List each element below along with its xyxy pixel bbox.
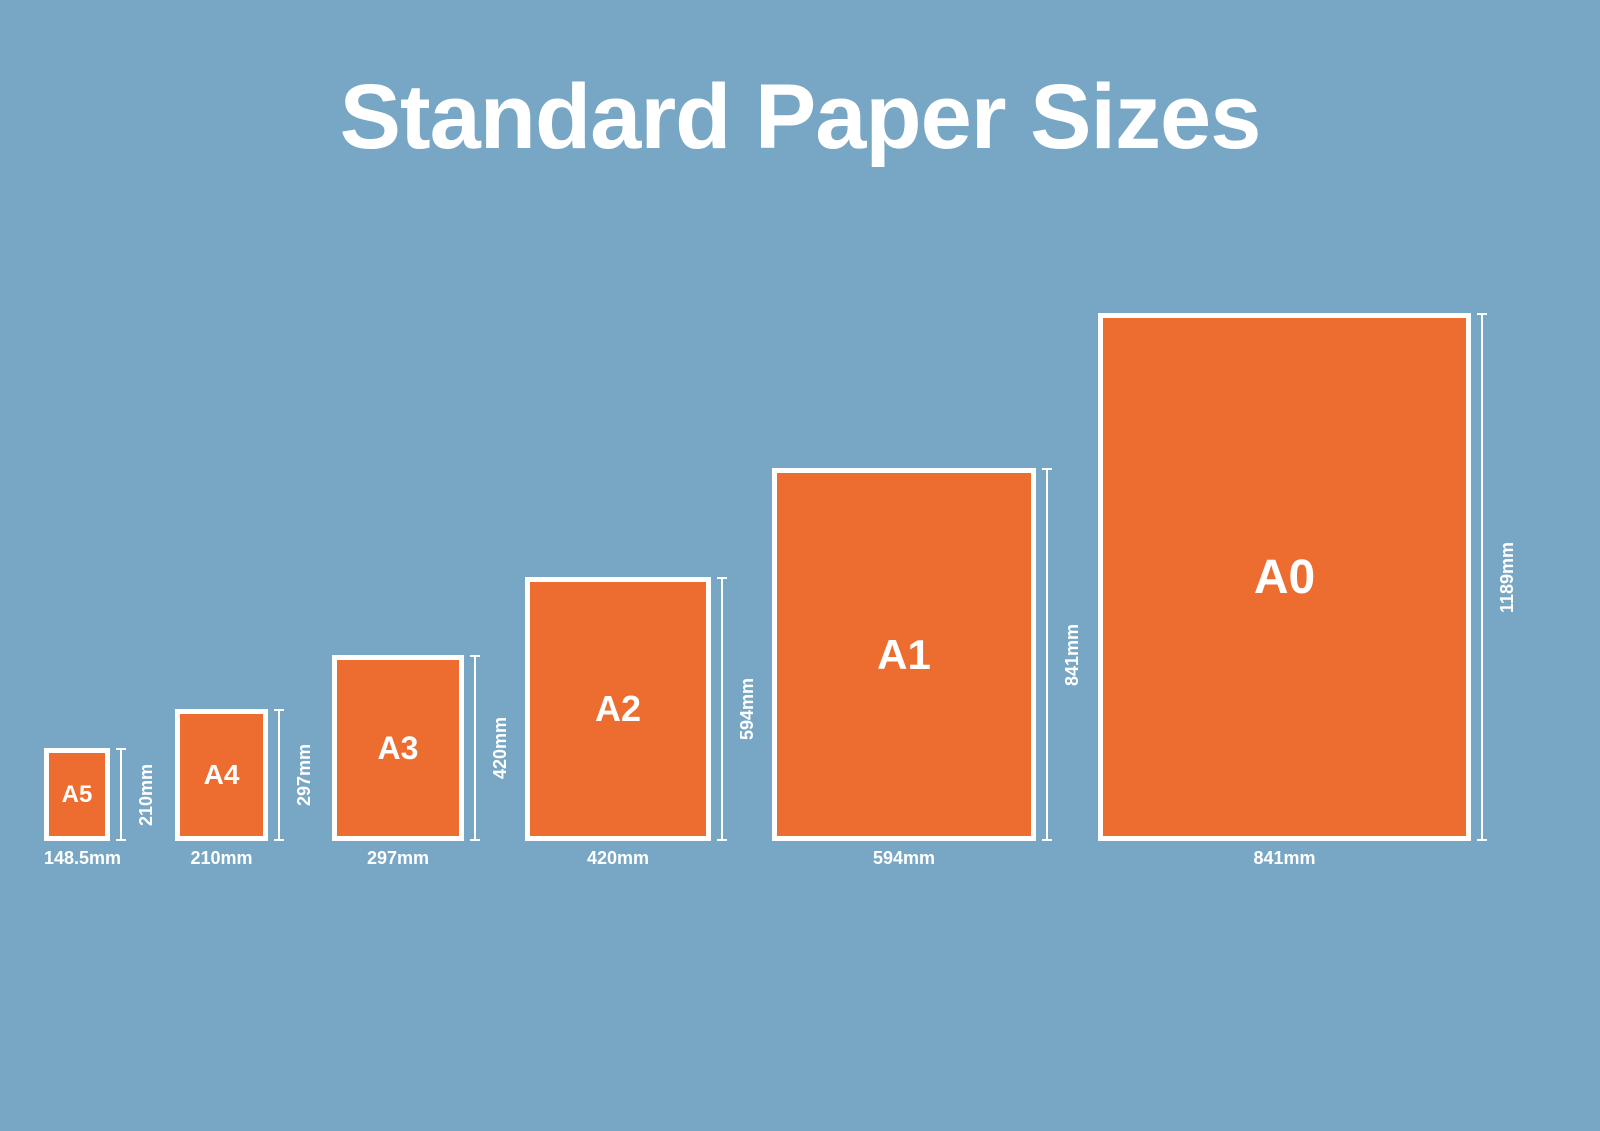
paper-name-label: A1 — [877, 631, 931, 679]
paper-group-a3: A3297mm420mm — [332, 655, 464, 841]
paper-a2: A2 — [525, 577, 711, 841]
paper-name-label: A3 — [378, 730, 419, 767]
width-label: 420mm — [525, 848, 711, 869]
paper-a3: A3 — [332, 655, 464, 841]
paper-group-a0: A0841mm1189mm — [1098, 313, 1471, 841]
paper-group-a5: A5148.5mm210mm — [44, 748, 110, 841]
paper-a4: A4 — [175, 709, 268, 841]
height-label: 594mm — [737, 577, 758, 841]
width-label: 297mm — [332, 848, 464, 869]
height-indicator-bar — [721, 577, 723, 841]
paper-a1: A1 — [772, 468, 1036, 841]
height-indicator-bar — [1481, 313, 1483, 841]
height-label: 210mm — [136, 748, 157, 841]
paper-a5: A5 — [44, 748, 110, 841]
paper-name-label: A0 — [1254, 550, 1315, 605]
paper-name-label: A2 — [595, 688, 641, 730]
width-label: 841mm — [1098, 848, 1471, 869]
height-indicator-bar — [120, 748, 122, 841]
paper-name-label: A4 — [204, 759, 240, 791]
width-label: 148.5mm — [44, 848, 110, 869]
height-indicator-bar — [1046, 468, 1048, 841]
infographic-canvas: Standard Paper Sizes A5148.5mm210mmA4210… — [0, 0, 1600, 1131]
paper-name-label: A5 — [62, 781, 93, 809]
paper-group-a4: A4210mm297mm — [175, 709, 268, 841]
height-label: 420mm — [490, 655, 511, 841]
papers-row: A5148.5mm210mmA4210mm297mmA3297mm420mmA2… — [0, 0, 1600, 1131]
paper-a0: A0 — [1098, 313, 1471, 841]
height-label: 841mm — [1062, 468, 1083, 841]
paper-group-a2: A2420mm594mm — [525, 577, 711, 841]
width-label: 210mm — [175, 848, 268, 869]
height-indicator-bar — [474, 655, 476, 841]
width-label: 594mm — [772, 848, 1036, 869]
height-label: 297mm — [294, 709, 315, 841]
height-indicator-bar — [278, 709, 280, 841]
height-label: 1189mm — [1497, 313, 1518, 841]
paper-group-a1: A1594mm841mm — [772, 468, 1036, 841]
